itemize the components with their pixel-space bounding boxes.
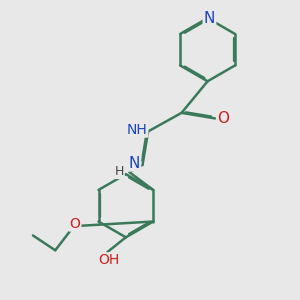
Text: N: N: [204, 11, 215, 26]
Text: N: N: [129, 155, 140, 170]
Text: O: O: [217, 111, 229, 126]
Text: H: H: [115, 165, 124, 178]
Text: O: O: [70, 217, 80, 231]
Text: OH: OH: [98, 253, 120, 267]
Text: NH: NH: [127, 123, 147, 136]
